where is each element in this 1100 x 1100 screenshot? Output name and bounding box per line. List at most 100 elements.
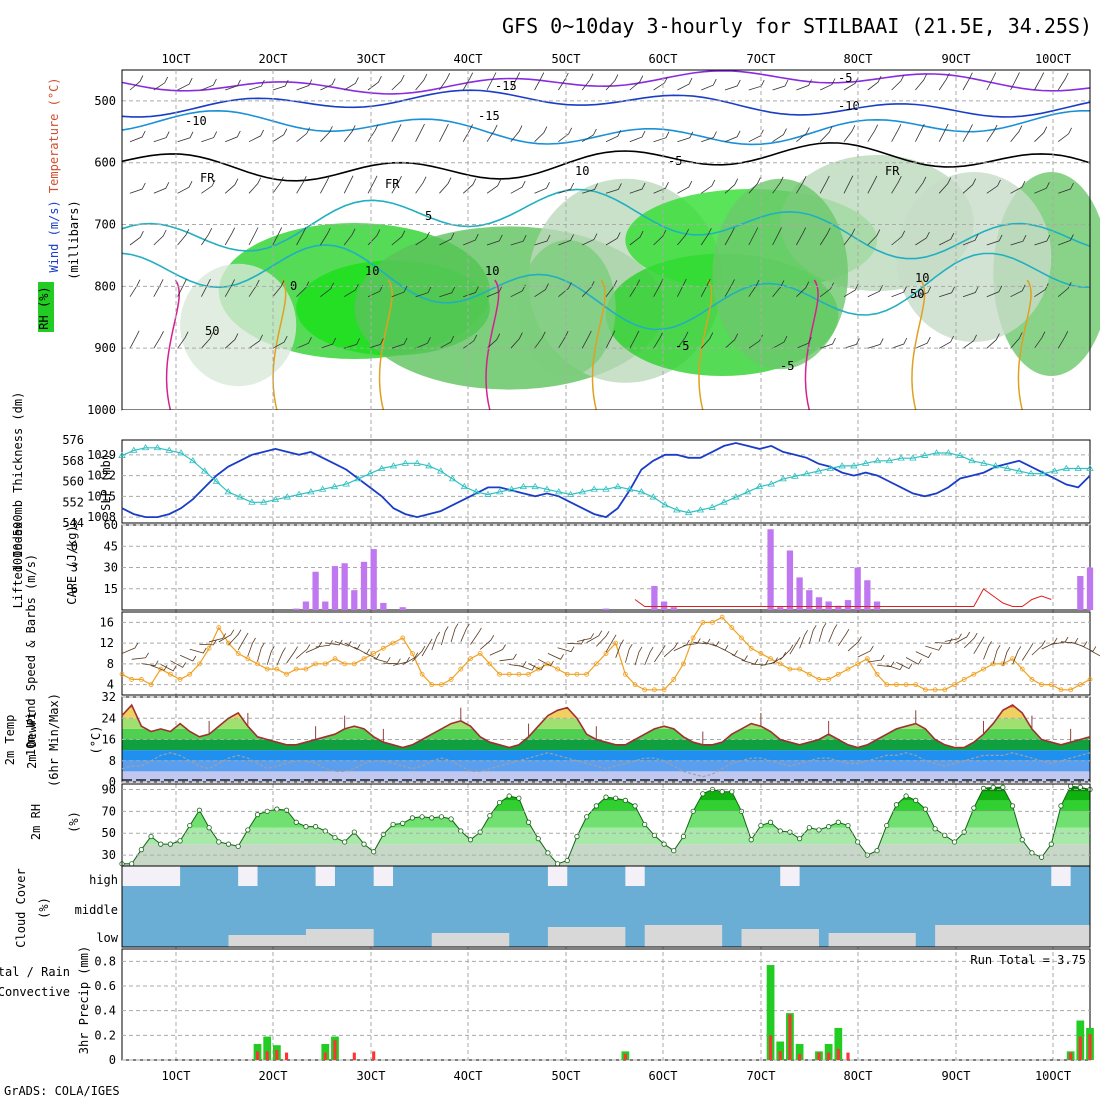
wind-speed-point	[400, 635, 406, 641]
li-axis-label: Lifted Index	[11, 522, 25, 609]
thickness-point	[141, 444, 150, 451]
rh2m-point	[806, 825, 812, 831]
upper-air-wind-barb	[201, 78, 217, 91]
wind-speed-point	[448, 677, 454, 682]
wind-barb	[702, 640, 720, 647]
wind-barb	[818, 622, 827, 642]
upper-air-wind-barb	[367, 338, 384, 349]
wind-barb	[634, 646, 643, 666]
upper-air-wind-barb	[534, 182, 550, 194]
rh2m-point	[206, 825, 212, 831]
upper-air-wind-barb	[819, 126, 833, 142]
upper-air-wind-barb	[748, 177, 761, 194]
thickness-point	[708, 503, 716, 510]
wind-barb	[963, 632, 978, 649]
wind-speed-point	[913, 682, 919, 688]
contour-label: 10	[485, 264, 499, 278]
cloud-row-label: low	[96, 931, 118, 945]
warm-temperature-contour	[272, 279, 287, 411]
wind-speed-point	[129, 677, 135, 682]
wind-speed-point	[545, 661, 551, 667]
upper-air-wind-barb	[581, 330, 592, 349]
temp-tick-label: 0	[109, 775, 116, 789]
upper-air-wind-barb	[938, 123, 949, 142]
upper-air-wind-barb	[486, 333, 501, 349]
thickness-point	[212, 477, 221, 484]
upper-air-wind-barb	[1010, 72, 1020, 91]
thickness-point	[189, 456, 197, 464]
wind-tick-label: 4	[107, 678, 114, 692]
warm-temperature-contour	[698, 279, 713, 411]
wind-barb	[344, 642, 361, 650]
upper-air-wind-barb	[129, 130, 146, 143]
wind-barb	[470, 627, 482, 645]
upper-air-wind-barb	[582, 183, 598, 194]
precip-convective-bar	[323, 1052, 327, 1060]
legend-entry: Temperature (°C)	[47, 77, 61, 193]
contour-label: 10	[915, 271, 929, 285]
upper-air-wind-barb	[962, 234, 979, 246]
bottom-day-tick-label: 3OCT	[357, 1069, 386, 1083]
rh2m-point	[129, 861, 135, 867]
wind-barb	[383, 658, 401, 665]
thickness-series-line	[121, 447, 1090, 514]
thickness-point	[637, 488, 646, 495]
thickness-point	[437, 467, 445, 474]
thickness-point	[342, 480, 350, 487]
wind-speed-point	[981, 666, 986, 672]
wind-speed-point	[652, 687, 657, 693]
upper-air-wind-barb	[796, 227, 807, 246]
wind-speed-point	[787, 666, 793, 672]
wind-barb	[315, 640, 333, 648]
thickness-point	[696, 506, 705, 513]
wind-speed-point	[284, 671, 289, 677]
thickness-point	[578, 488, 587, 495]
thickness-point	[814, 467, 823, 474]
cloud-low-cover	[228, 935, 306, 947]
thickness-point	[850, 462, 858, 469]
contour-label: FR	[385, 177, 400, 191]
upper-air-wind-barb	[462, 72, 474, 91]
upper-air-wind-barb	[463, 286, 479, 298]
upper-air-wind-barb	[796, 176, 807, 194]
wind-barb	[925, 644, 943, 651]
pressure-tick-label: 1000	[87, 403, 116, 417]
upper-air-wind-barb	[201, 131, 218, 143]
thickness-point	[779, 475, 787, 482]
upper-air-wind-barb	[748, 279, 760, 297]
temperature-contour	[121, 188, 1091, 260]
wind-tick-label: 16	[100, 615, 114, 629]
wind-barb	[615, 639, 624, 658]
temp-tick-label: 24	[102, 711, 116, 725]
thickness-point	[838, 462, 846, 469]
precip-convective-bar	[788, 1014, 792, 1060]
wind-barb	[1031, 640, 1046, 656]
wind-speed-point	[458, 666, 464, 672]
upper-air-wind-barb	[962, 72, 973, 91]
upper-air-wind-barb	[581, 128, 597, 143]
precip-convective-bar	[285, 1052, 289, 1060]
wind-speed-point	[506, 671, 512, 677]
upper-air-wind-barb	[462, 334, 478, 349]
thickness-point	[519, 482, 528, 490]
thickness-point	[732, 493, 740, 500]
precip-total-bar	[834, 1027, 843, 1060]
rh2m-point	[990, 784, 996, 790]
upper-air-wind-barb	[225, 79, 241, 91]
upper-air-wind-barb	[701, 78, 717, 91]
wind-speed-point	[1000, 661, 1006, 667]
wind-speed-point	[158, 666, 164, 672]
rh2m-point	[826, 824, 832, 830]
upper-air-wind-barb	[153, 182, 170, 194]
wind-barb	[363, 652, 381, 660]
wind-speed-point	[526, 671, 531, 677]
rh2m-point	[342, 839, 348, 845]
wind-speed-point	[661, 687, 667, 693]
upper-air-wind-barb	[1010, 284, 1026, 298]
cloud-frame	[121, 865, 1091, 948]
slp-tick-label: 1008	[87, 510, 116, 524]
rh2m-point	[400, 820, 406, 826]
upper-air-wind-barb	[534, 234, 551, 246]
thickness-point	[802, 469, 811, 477]
cape-bar	[835, 605, 842, 610]
